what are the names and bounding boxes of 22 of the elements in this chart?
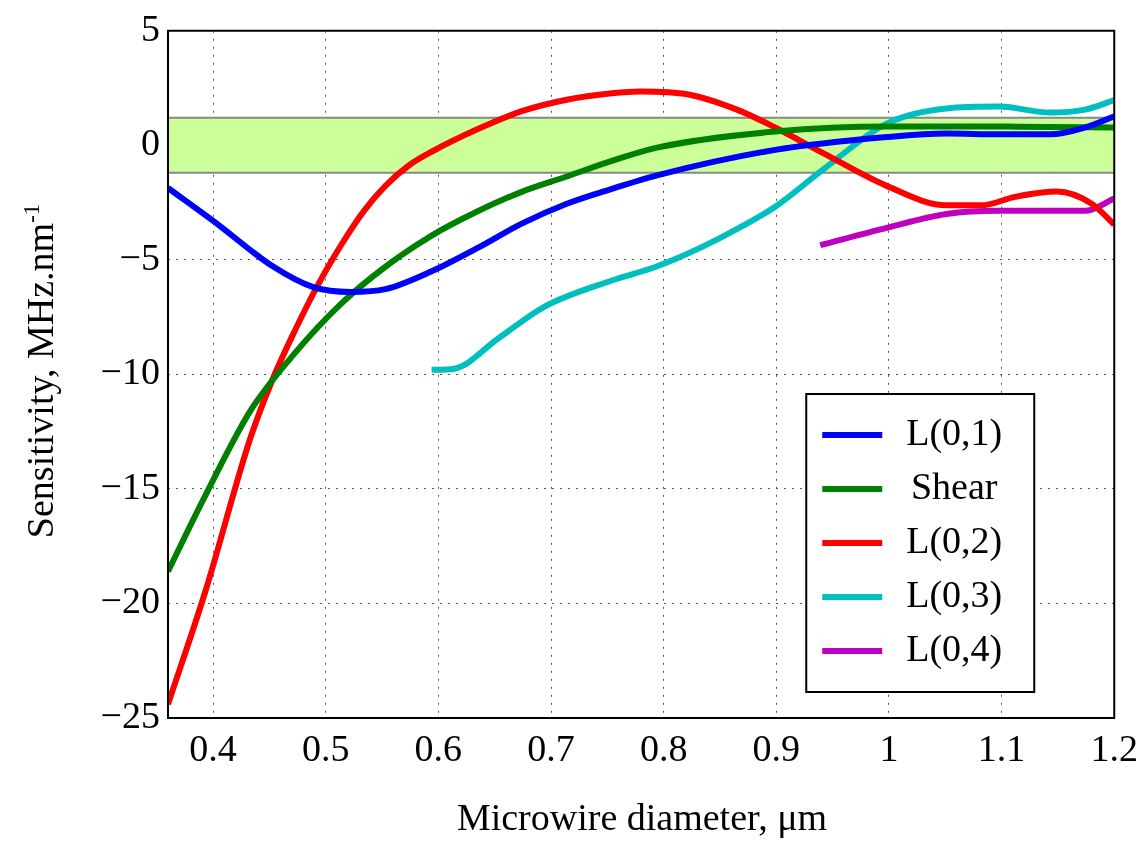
- x-tick-label: 0.6: [414, 726, 463, 769]
- x-tick-label: 0.5: [301, 726, 350, 769]
- x-tick-label: 1.1: [977, 726, 1026, 769]
- legend-label: L(0,2): [906, 518, 1003, 562]
- y-tick-label: 5: [141, 6, 160, 49]
- legend-label: L(0,3): [906, 572, 1003, 616]
- x-tick-label: 0.7: [527, 726, 575, 769]
- y-tick-label: 0: [141, 121, 160, 164]
- x-axis-title: Microwire diameter, μm: [455, 795, 829, 839]
- legend-label: Shear: [910, 464, 998, 507]
- legend-label: L(0,1): [906, 410, 1003, 454]
- y-tick-label: −5: [119, 235, 160, 278]
- x-tick-label: 0.8: [639, 726, 688, 769]
- x-tick-label: 0.4: [189, 726, 237, 769]
- y-tick-label: −10: [100, 350, 160, 393]
- x-tick-label: 1.2: [1090, 726, 1138, 769]
- x-tick-label: 0.9: [752, 726, 801, 769]
- y-tick-label: −15: [100, 464, 160, 507]
- x-tick-label: 1: [879, 726, 899, 769]
- y-tick-label: −25: [100, 693, 160, 736]
- legend-label: L(0,4): [906, 626, 1003, 670]
- y-tick-label: −20: [100, 579, 160, 622]
